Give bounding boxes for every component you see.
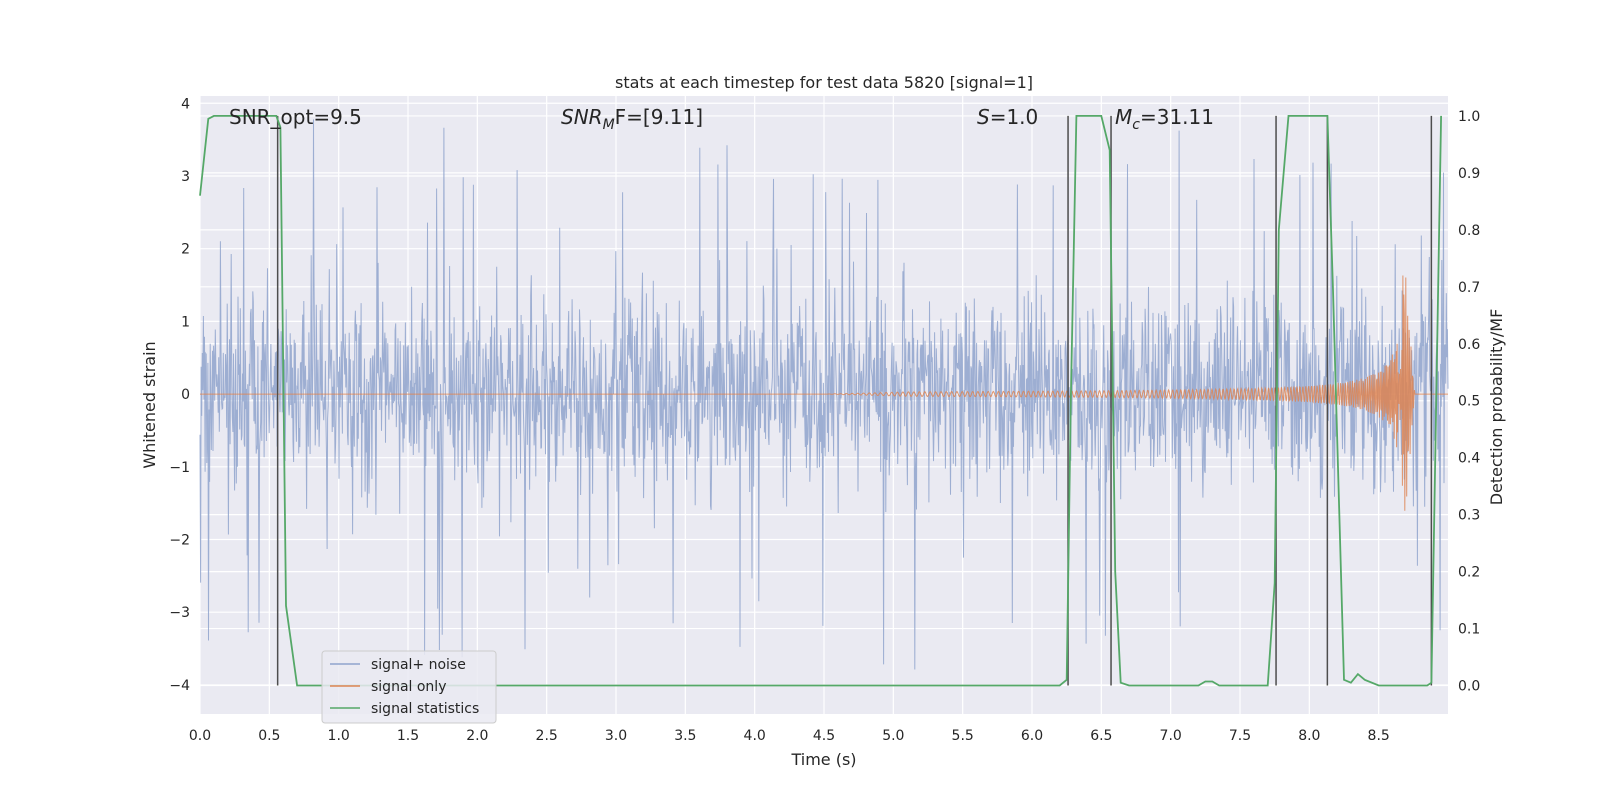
y-left-tick-label-3: 1 [181, 314, 190, 330]
y-right-tick-label-6: 0.4 [1458, 451, 1480, 467]
annotation-mc-value: =31.11 [1140, 105, 1214, 129]
y-right-tick-label-7: 0.3 [1458, 508, 1480, 524]
y-right-tick-label-10: 0.0 [1458, 679, 1480, 695]
x-tick-label-0: 0.0 [189, 728, 211, 744]
y-right-tick-label-1: 0.9 [1458, 166, 1480, 182]
annotation-snr-mf-subscript: M [603, 117, 615, 133]
x-tick-label-4: 2.0 [466, 728, 488, 744]
series-signal-statistics [199, 115, 1442, 687]
annotation-s: S=1.0 [977, 105, 1038, 129]
series-signal-noise [199, 119, 1449, 670]
y-right-tick-label-8: 0.2 [1458, 565, 1480, 581]
annotation-snr-mf-value: F=[9.11] [615, 105, 703, 129]
annotation-s-symbol: S [977, 105, 990, 129]
x-tick-label-1: 0.5 [258, 728, 280, 744]
signal-noise-line [199, 119, 1449, 670]
y-right-axis-label: Detection probability/MF [1487, 309, 1506, 506]
x-tick-label-3: 1.5 [397, 728, 419, 744]
y-left-tick-label-7: −3 [169, 605, 190, 621]
x-tick-label-8: 4.0 [744, 728, 766, 744]
y-left-tick-label-4: 0 [181, 387, 190, 403]
x-tick-label-5: 2.5 [536, 728, 558, 744]
x-tick-label-15: 7.5 [1229, 728, 1251, 744]
x-tick-label-7: 3.5 [674, 728, 696, 744]
y-right-tick-label-4: 0.6 [1458, 337, 1480, 353]
annotation-mc: Mc=31.11 [1115, 105, 1214, 133]
x-axis-label: Time (s) [790, 750, 856, 769]
x-tick-label-16: 8.0 [1298, 728, 1320, 744]
y-right-tick-label-3: 0.7 [1458, 280, 1480, 296]
y-left-tick-label-1: 3 [181, 169, 190, 185]
y-left-tick-label-5: −1 [169, 460, 190, 476]
x-tick-label-14: 7.0 [1160, 728, 1182, 744]
y-left-tick-label-6: −2 [169, 533, 190, 549]
annotation-mc-subscript: c [1132, 117, 1140, 133]
legend: signal+ noise signal only signal statist… [321, 650, 497, 724]
y-right-tick-label-2: 0.8 [1458, 223, 1480, 239]
x-tick-label-17: 8.5 [1368, 728, 1390, 744]
annotation-s-value: =1.0 [990, 105, 1039, 129]
y-left-axis-label: Whitened strain [140, 341, 159, 468]
y-right-tick-label-5: 0.5 [1458, 394, 1480, 410]
legend-label-signal-noise: signal+ noise [371, 657, 466, 673]
x-tick-label-12: 6.0 [1021, 728, 1043, 744]
x-axis-ticks: 0.0 0.5 1.0 1.5 2.0 2.5 3.0 3.5 4.0 4.5 5.0 5.5 6.0 6… [189, 728, 1390, 744]
legend-label-signal-only: signal only [371, 679, 446, 695]
y-left-tick-label-2: 2 [181, 242, 190, 258]
y-left-tick-label-0: 4 [181, 96, 190, 112]
legend-label-signal-statistics: signal statistics [371, 701, 479, 717]
y-right-axis-ticks: 1.0 0.9 0.8 0.7 0.6 0.5 0.4 0.3 0.2 0.1 0.0 [1458, 109, 1480, 695]
series-signal-only [200, 275, 1448, 511]
y-right-tick-label-9: 0.1 [1458, 622, 1480, 638]
signal-statistics-line [199, 115, 1442, 687]
y-right-tick-label-0: 1.0 [1458, 109, 1480, 125]
chart-title: stats at each timestep for test data 582… [615, 73, 1033, 92]
signal-only-line [200, 275, 1448, 511]
legend-box [321, 650, 497, 724]
x-tick-label-10: 5.0 [882, 728, 904, 744]
x-tick-label-13: 6.5 [1090, 728, 1112, 744]
x-tick-label-6: 3.0 [605, 728, 627, 744]
annotation-mc-symbol: M [1115, 105, 1132, 129]
y-left-tick-label-8: −4 [169, 678, 190, 694]
annotation-snr-opt: SNR_opt=9.5 [229, 105, 362, 129]
annotation-snr-mf-symbol: SNR [561, 105, 603, 129]
x-tick-label-2: 1.0 [328, 728, 350, 744]
y-left-axis-ticks: 4 3 2 1 0 −1 −2 −3 −4 [169, 96, 190, 694]
annotation-snr-mf: SNRMF=[9.11] [561, 105, 703, 133]
x-tick-label-11: 5.5 [952, 728, 974, 744]
x-tick-label-9: 4.5 [813, 728, 835, 744]
